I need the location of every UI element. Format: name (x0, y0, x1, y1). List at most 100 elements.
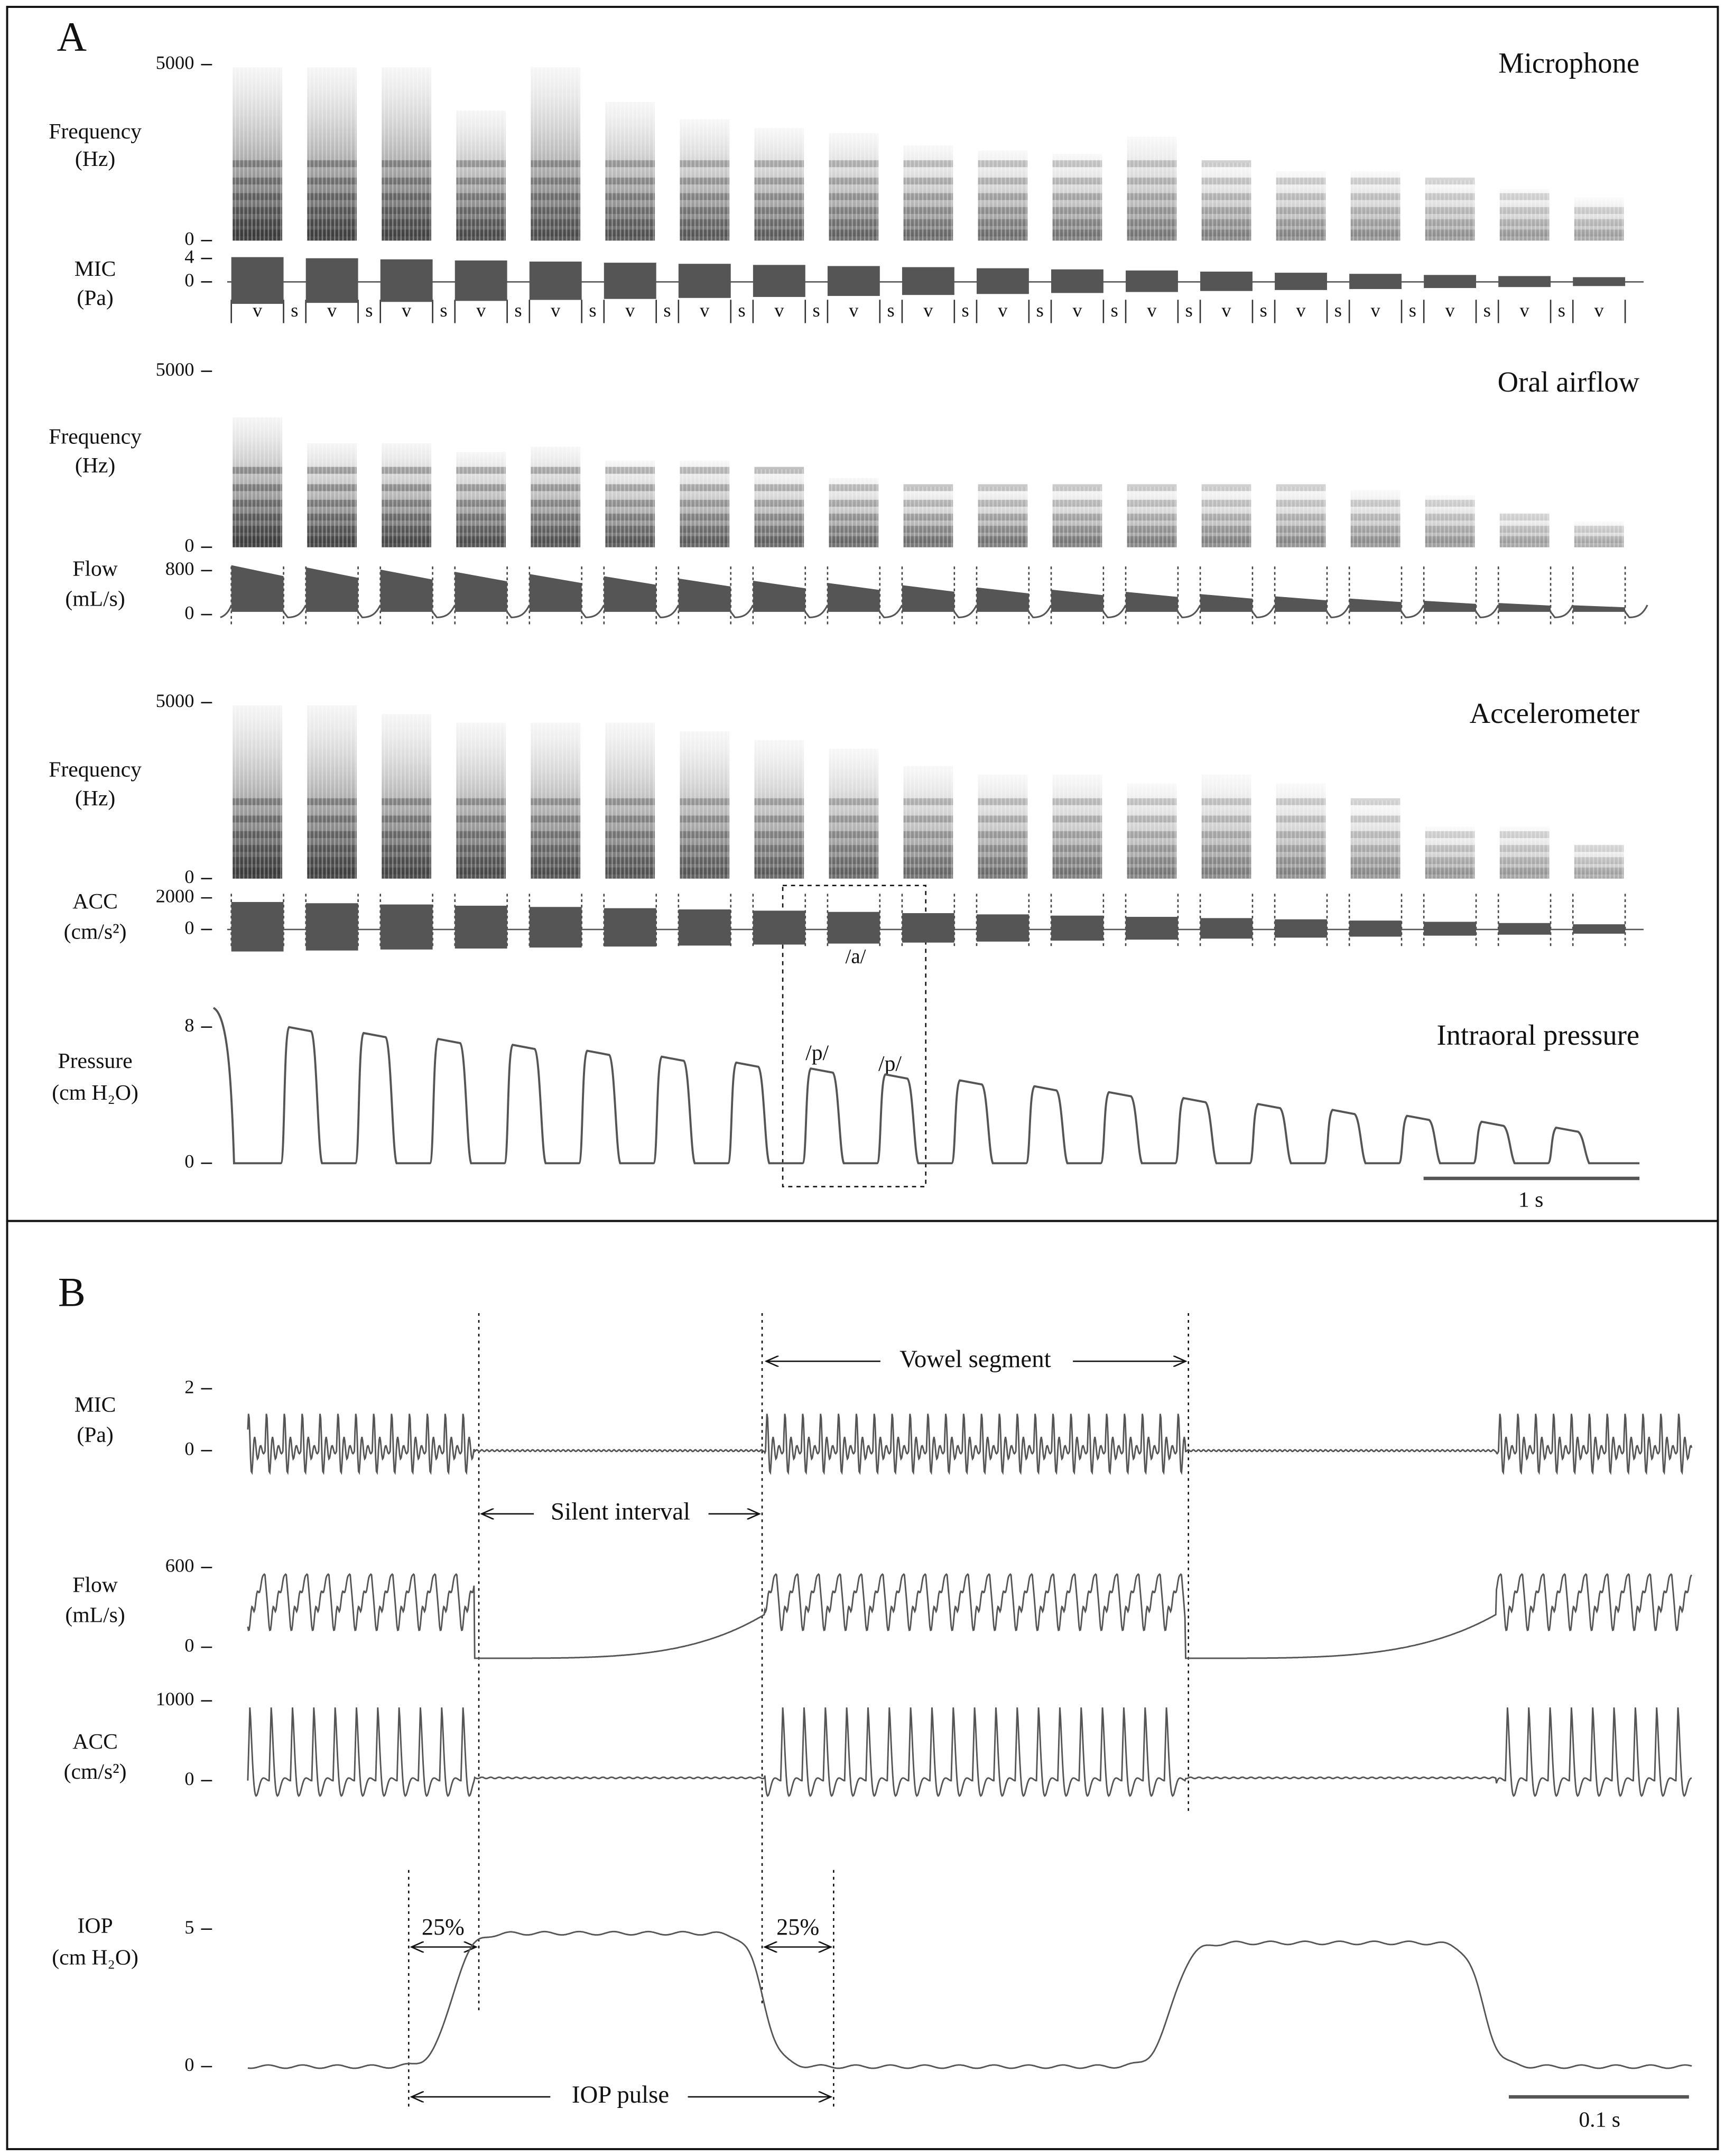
formant (754, 160, 804, 168)
formant (1127, 798, 1177, 805)
formant (680, 467, 730, 474)
panel-title: Accelerometer (1470, 697, 1639, 729)
waveform (902, 267, 954, 295)
formant (1127, 178, 1177, 185)
spectrogram-band (829, 478, 879, 547)
y-tick-label: 0 (184, 1768, 194, 1789)
y-axis-label: (Hz) (75, 786, 115, 811)
spectrogram-band (903, 766, 953, 879)
formant (1276, 178, 1326, 185)
formant (307, 798, 357, 805)
formant (307, 514, 357, 521)
formant (1276, 229, 1326, 237)
waveform (678, 264, 731, 298)
formant (1052, 798, 1102, 805)
y-axis-label: (mL/s) (65, 1603, 125, 1628)
spectrogram-band (680, 460, 730, 547)
y-axis-label: Frequency (49, 757, 142, 782)
spectrogram-band (531, 67, 581, 241)
y-axis-label: (cm/s²) (64, 919, 127, 944)
annotation: /p/ (805, 1040, 829, 1065)
formant (1127, 160, 1177, 168)
waveform (678, 578, 731, 612)
spectrogram-band (605, 722, 655, 879)
formant (1052, 207, 1102, 214)
waveform (380, 569, 433, 612)
segment-label: s (1036, 300, 1044, 321)
formant (531, 499, 581, 507)
formant (307, 857, 357, 865)
waveform (1573, 605, 1626, 612)
waveform (1573, 924, 1626, 934)
segment-markers (408, 1313, 1189, 2111)
formant (829, 831, 879, 838)
spectrogram (233, 67, 1624, 241)
y-tick-label: 0 (184, 1438, 194, 1460)
waveform (305, 903, 358, 951)
waveform (1051, 269, 1103, 293)
formant (978, 831, 1028, 838)
waveform (220, 605, 1648, 618)
formant (829, 219, 879, 226)
formant (1350, 857, 1401, 865)
formant (605, 160, 655, 168)
panel-title: Microphone (1498, 47, 1639, 79)
segment-label: s (365, 300, 373, 321)
y-tick-label: 0 (184, 917, 194, 938)
formant (754, 526, 804, 533)
formant (978, 798, 1028, 805)
formant (903, 207, 953, 214)
formant (829, 193, 879, 200)
formant (531, 229, 581, 237)
formant (1425, 831, 1475, 838)
formant (754, 798, 804, 805)
formant (1425, 536, 1475, 543)
spectrogram-band (382, 67, 431, 241)
segment-label: s (1483, 300, 1491, 321)
formant (680, 845, 730, 852)
segment-label: v (476, 300, 486, 321)
formant (978, 857, 1028, 865)
waveform (247, 1414, 1693, 1475)
formant (1350, 207, 1401, 214)
y-tick-label: 5000 (156, 690, 194, 711)
formant (1052, 536, 1102, 543)
y-tick-label: 0 (184, 228, 194, 249)
panel-title: Intraoral pressure (1436, 1019, 1639, 1051)
formant (1350, 815, 1401, 823)
segment-label: s (1334, 300, 1342, 321)
spectrogram-band (1276, 171, 1326, 241)
spectrogram-band (1499, 826, 1550, 879)
formant (978, 867, 1028, 875)
spectrogram-band (233, 705, 282, 879)
spectrogram-band (233, 417, 282, 547)
formant (829, 207, 879, 214)
formant (978, 160, 1028, 168)
segment-label: s (1185, 300, 1193, 321)
formant (680, 867, 730, 875)
y-axis-label: (mL/s) (65, 587, 125, 611)
formant (233, 178, 282, 185)
waveform (1573, 277, 1626, 286)
formant (1127, 514, 1177, 521)
segment-label: v (1370, 300, 1380, 321)
formant (978, 219, 1028, 226)
segment-label: v (1072, 300, 1082, 321)
waveform (1275, 596, 1327, 612)
formant (1201, 499, 1251, 507)
formant (1052, 815, 1102, 823)
formant (307, 536, 357, 543)
formant (382, 499, 431, 507)
formant (382, 467, 431, 474)
formant (1127, 867, 1177, 875)
spectrogram-band (1574, 197, 1624, 241)
formant (1052, 499, 1102, 507)
formant (829, 160, 879, 168)
annotation: Vowel segment (899, 1345, 1051, 1373)
spectrogram-band (605, 460, 655, 547)
formant (680, 499, 730, 507)
formant (903, 514, 953, 521)
formant (680, 526, 730, 533)
formant (1052, 831, 1102, 838)
segment-label: v (923, 300, 933, 321)
